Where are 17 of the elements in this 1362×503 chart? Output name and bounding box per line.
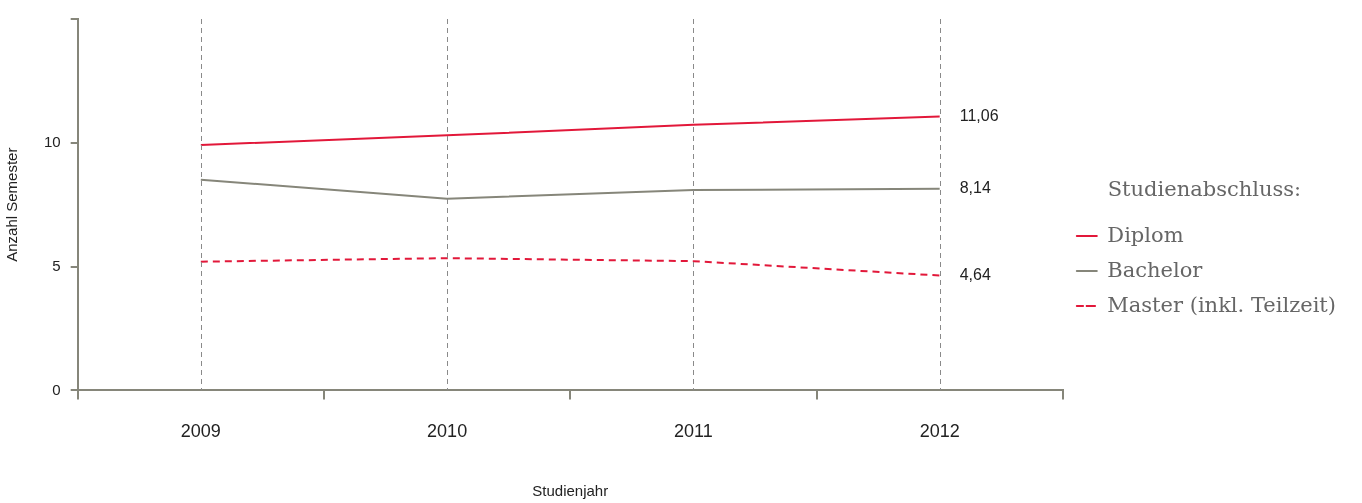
x-tick-label: 2011	[674, 421, 713, 442]
legend-title: Studienabschluss:	[1107, 177, 1302, 202]
x-tick-label: 2010	[427, 421, 468, 442]
x-axis-title: Studienjahr	[532, 482, 609, 500]
x-tick-label: 2012	[919, 421, 960, 442]
legend-label: Bachelor	[1107, 257, 1204, 282]
y-tick-label: 10	[44, 132, 61, 150]
data-label: 8,14	[959, 179, 991, 197]
legend-label: Diplom	[1107, 222, 1184, 247]
x-tick-label: 2009	[180, 421, 221, 442]
line-series	[199, 257, 941, 277]
y-axis-title: Anzahl Semester	[3, 147, 21, 262]
legend-label: Master (inkl. Teilzeit)	[1107, 292, 1336, 317]
data-label: 4,64	[959, 265, 991, 283]
y-tick-label: 5	[52, 256, 61, 274]
y-tick-label: 0	[52, 380, 61, 398]
data-label: 11,06	[959, 106, 999, 124]
